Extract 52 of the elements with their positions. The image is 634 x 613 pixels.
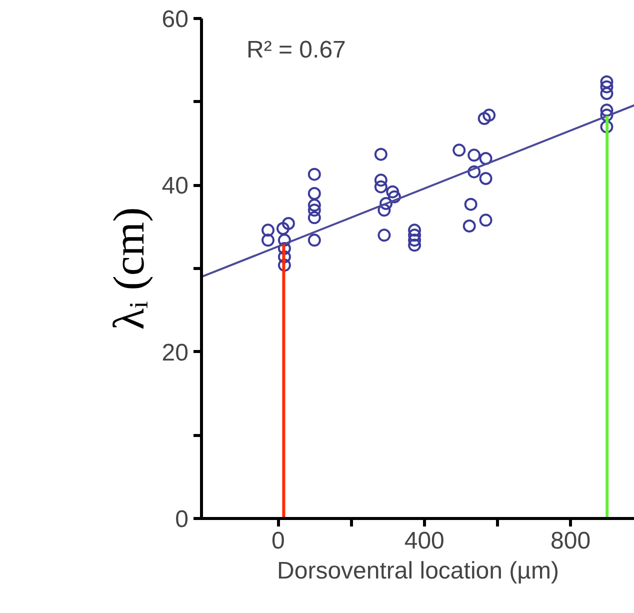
point (388, 190, 401, 204)
point (308, 168, 321, 181)
point (308, 234, 321, 247)
point (482, 108, 496, 122)
x-tick-label: 800 (550, 528, 591, 554)
point (600, 75, 614, 88)
point (600, 80, 614, 94)
y-tick-label: 40 (162, 172, 189, 200)
point (408, 224, 422, 237)
point (386, 185, 400, 198)
point (378, 204, 391, 217)
point (478, 112, 491, 125)
y-tick-label: 20 (162, 339, 189, 366)
point (374, 174, 388, 187)
x-axis-title: Dorsoventral location (µm) (277, 558, 559, 584)
point (600, 87, 614, 100)
point (464, 198, 478, 211)
point (262, 234, 275, 247)
point (278, 242, 291, 255)
point (278, 250, 291, 264)
point (380, 197, 393, 210)
point (479, 152, 492, 165)
x-tick-label: 400 (404, 528, 444, 554)
point (479, 172, 492, 185)
point (308, 187, 321, 200)
point (468, 148, 481, 162)
point (278, 234, 291, 247)
point (600, 108, 614, 122)
point (408, 234, 422, 247)
point (308, 211, 321, 224)
point (462, 220, 476, 232)
point (378, 228, 391, 242)
point (374, 180, 388, 194)
point (468, 165, 481, 178)
x-tick-label: 0 (272, 528, 285, 554)
y-tick-label: 0 (175, 506, 189, 533)
y-tick-label: 60 (162, 6, 189, 33)
point (308, 198, 321, 212)
point (374, 148, 388, 161)
point (278, 258, 291, 272)
point (308, 204, 321, 217)
point (408, 228, 422, 242)
point (408, 238, 422, 252)
point (600, 104, 614, 117)
point (276, 222, 290, 235)
point (282, 217, 295, 230)
point (479, 214, 492, 227)
y-axis-title: λᵢ (cm) (104, 207, 154, 330)
point (452, 144, 466, 157)
point (262, 224, 275, 237)
annotation: R² = 0.67 (246, 36, 346, 64)
point (600, 120, 614, 134)
